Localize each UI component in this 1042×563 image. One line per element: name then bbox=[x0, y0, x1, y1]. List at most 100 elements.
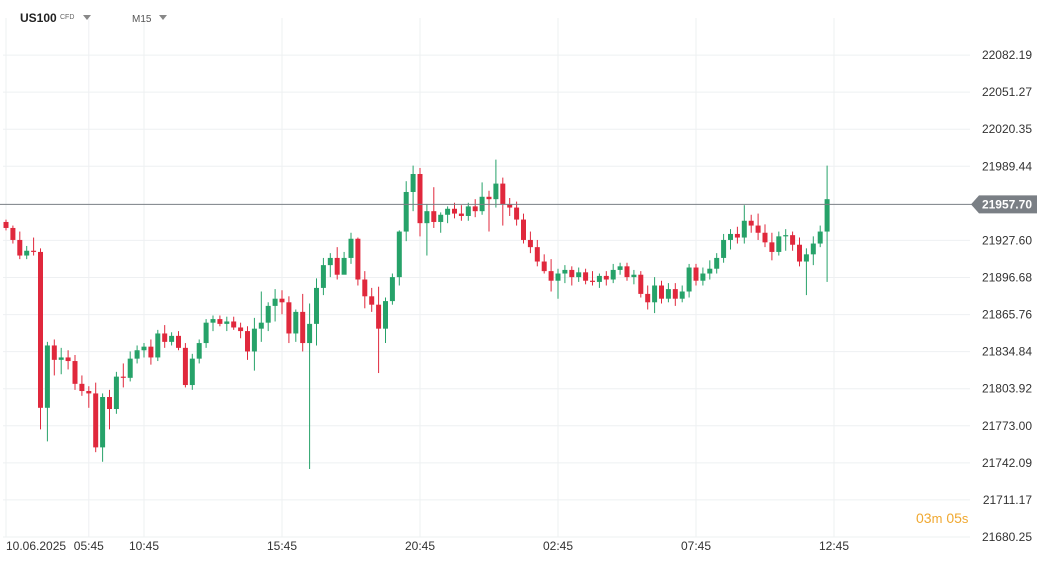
instrument-type-label: CFD bbox=[60, 14, 75, 21]
candle-body bbox=[472, 206, 478, 212]
symbol-label[interactable]: US100 bbox=[20, 11, 57, 25]
candle-body bbox=[707, 268, 713, 274]
candle-body bbox=[93, 393, 99, 448]
candle-body bbox=[659, 285, 664, 299]
timer-minutes-unit: m bbox=[931, 511, 943, 526]
candle-body bbox=[251, 328, 257, 352]
candle-body bbox=[113, 376, 119, 410]
x-tick-label: 12:45 bbox=[819, 539, 849, 553]
candle-body bbox=[403, 191, 409, 232]
candle-body bbox=[169, 335, 175, 342]
candle-body bbox=[817, 231, 823, 244]
candle-body bbox=[376, 304, 382, 329]
candle-body bbox=[72, 361, 78, 384]
grid bbox=[3, 18, 970, 538]
y-tick-label: 21742.09 bbox=[982, 456, 1032, 470]
candle-body bbox=[127, 358, 133, 378]
current-price-line: 21957.70 bbox=[0, 195, 1037, 214]
candle-body bbox=[790, 235, 796, 245]
candle-body bbox=[562, 269, 568, 274]
candle-body bbox=[224, 321, 230, 324]
price-axis: 22082.19 22051.27 22020.35 21989.44 21927.60… bbox=[982, 48, 1032, 544]
candle-body bbox=[527, 239, 533, 248]
candle-body bbox=[500, 183, 506, 204]
candle-body bbox=[31, 250, 37, 252]
candle-body bbox=[417, 174, 423, 224]
candle-body bbox=[824, 199, 830, 232]
x-tick-label: 20:45 bbox=[405, 539, 435, 553]
candle-body bbox=[265, 305, 271, 323]
candle-body bbox=[217, 319, 223, 324]
candle-body bbox=[769, 242, 775, 252]
chevron-down-icon[interactable] bbox=[83, 15, 91, 20]
candle-body bbox=[590, 280, 595, 282]
candle-body bbox=[431, 211, 437, 222]
chevron-down-icon[interactable] bbox=[159, 15, 167, 20]
candle-body bbox=[86, 391, 92, 394]
timer-seconds-unit: s bbox=[961, 511, 969, 526]
candle-body bbox=[583, 272, 589, 281]
candle-body bbox=[231, 321, 237, 328]
candle-body bbox=[383, 301, 388, 329]
candle-body bbox=[438, 214, 444, 222]
candle-body bbox=[803, 254, 809, 262]
candle-body bbox=[314, 287, 319, 324]
candle-body bbox=[728, 233, 733, 240]
x-tick-label: 15:45 bbox=[267, 539, 297, 553]
candle-body bbox=[596, 275, 602, 282]
candle-body bbox=[534, 247, 540, 262]
y-tick-label: 21896.68 bbox=[982, 271, 1032, 285]
candle-body bbox=[79, 383, 85, 392]
candle-body bbox=[210, 319, 216, 323]
candle-body bbox=[51, 345, 57, 360]
candles bbox=[3, 159, 830, 469]
y-tick-label: 21865.76 bbox=[982, 308, 1032, 322]
candle-body bbox=[362, 279, 368, 297]
candle-body bbox=[38, 251, 43, 408]
candle-body bbox=[521, 219, 526, 240]
y-tick-label: 22082.19 bbox=[982, 48, 1032, 62]
candle-body bbox=[576, 272, 582, 278]
candle-body bbox=[514, 207, 520, 220]
candle-body bbox=[341, 257, 347, 275]
candle-body bbox=[162, 333, 168, 342]
candle-body bbox=[762, 232, 768, 243]
candle-body bbox=[465, 206, 471, 216]
candle-body bbox=[507, 203, 513, 208]
timeframe-selector[interactable]: M15 bbox=[132, 14, 152, 25]
candle-body bbox=[58, 357, 64, 360]
candle-body bbox=[631, 274, 637, 278]
candle-body bbox=[638, 274, 644, 294]
candle-countdown-timer: 03m 05s bbox=[916, 510, 968, 526]
candle-body bbox=[334, 257, 340, 275]
y-tick-label: 22051.27 bbox=[982, 85, 1032, 99]
candle-body bbox=[279, 298, 285, 303]
candle-body bbox=[286, 302, 292, 334]
candle-body bbox=[452, 208, 457, 214]
candle-body bbox=[810, 243, 816, 255]
y-tick-label: 21989.44 bbox=[982, 159, 1032, 173]
candle-body bbox=[189, 358, 195, 386]
candle-body bbox=[65, 357, 71, 362]
candle-body bbox=[458, 213, 464, 216]
chart-header: US100 CFD M15 bbox=[0, 0, 300, 34]
x-tick-label: 10:45 bbox=[129, 539, 159, 553]
candle-body bbox=[493, 183, 499, 200]
candle-body bbox=[196, 343, 202, 359]
candle-body bbox=[120, 376, 126, 378]
candle-body bbox=[320, 265, 326, 288]
candle-body bbox=[555, 273, 561, 281]
candle-body bbox=[10, 227, 16, 240]
x-tick-label: 05:45 bbox=[74, 539, 104, 553]
candle-body bbox=[307, 323, 313, 344]
candle-body bbox=[700, 273, 706, 281]
candle-body bbox=[327, 257, 333, 266]
candle-body bbox=[569, 269, 575, 278]
candle-body bbox=[389, 277, 395, 302]
candle-body bbox=[3, 221, 9, 228]
candle-body bbox=[369, 296, 375, 305]
time-axis: 10.06.2025 05:45 10:45 15:45 20:45 02:45 07:45… bbox=[6, 539, 849, 553]
candle-body bbox=[679, 291, 685, 299]
candle-body bbox=[203, 322, 209, 344]
